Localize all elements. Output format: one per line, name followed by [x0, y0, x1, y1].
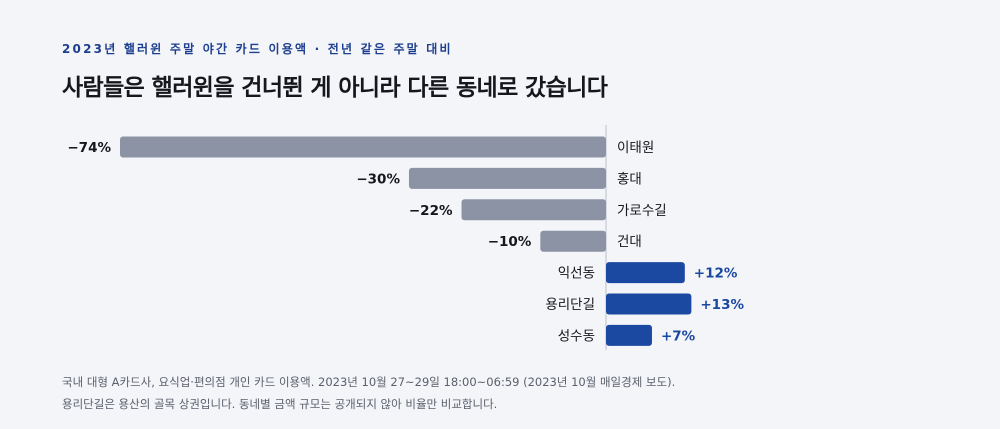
- value-label-7: +7%: [661, 328, 696, 344]
- category-label-4: 건대: [617, 234, 642, 250]
- bar-2: [408, 167, 606, 189]
- footnote: 용리단길은 용산의 골목 상권입니다. 동네별 금액 규모는 공개되지 않아 비…: [62, 397, 498, 411]
- category-label-5: 익선동: [558, 266, 595, 282]
- category-label-2: 홍대: [617, 171, 642, 187]
- bar-6: [606, 293, 692, 315]
- bar-4: [540, 230, 606, 252]
- value-label-6: +13%: [700, 297, 744, 313]
- bar-1: [120, 136, 606, 158]
- category-label-6: 용리단길: [545, 297, 595, 313]
- source-note: 국내 대형 A카드사, 요식업·편의점 개인 카드 이용액. 2023년 10월…: [62, 375, 676, 389]
- bar-7: [606, 324, 652, 346]
- bar-3: [461, 199, 606, 221]
- value-label-2: −30%: [356, 171, 400, 187]
- value-label-3: −22%: [409, 203, 453, 219]
- category-label-7: 성수동: [558, 328, 595, 344]
- chart-title: 사람들은 핼러윈을 건너뛴 게 아니라 다른 동네로 갔습니다: [62, 75, 608, 101]
- chart-kicker: 2023년 핼러윈 주말 야간 카드 이용액 · 전년 같은 주말 대비: [62, 42, 453, 56]
- bar-5: [606, 262, 685, 284]
- value-label-1: −74%: [67, 140, 111, 156]
- value-label-4: −10%: [488, 234, 532, 250]
- value-label-5: +12%: [694, 266, 738, 282]
- category-label-3: 가로수길: [617, 203, 667, 219]
- category-label-1: 이태원: [617, 140, 654, 156]
